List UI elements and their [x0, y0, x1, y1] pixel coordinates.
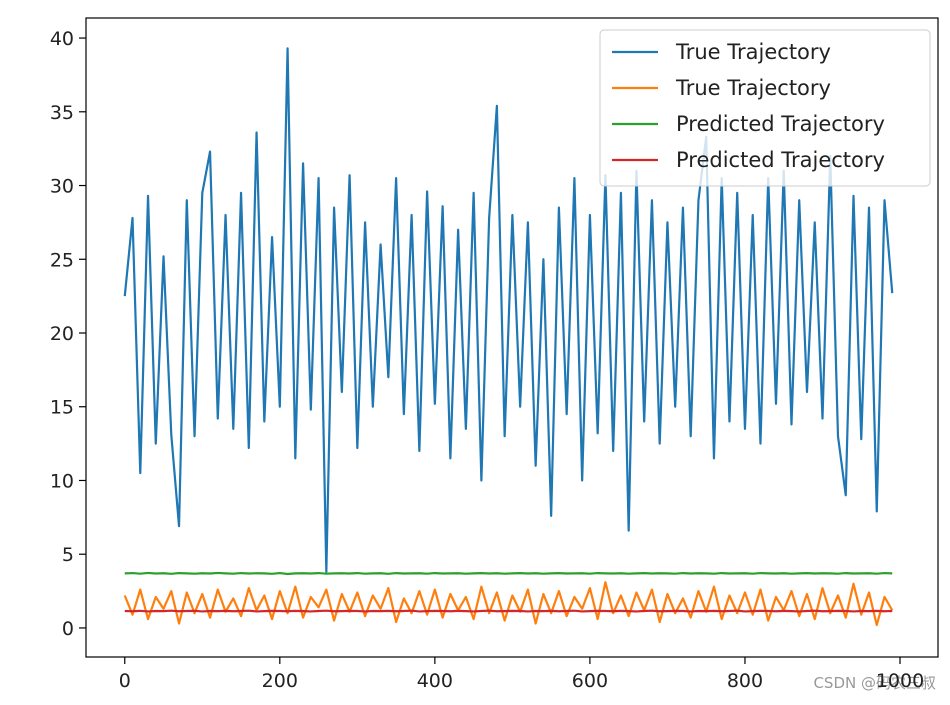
- x-tick-label: 0: [119, 670, 131, 692]
- watermark: CSDN @码农三叔: [813, 674, 936, 692]
- axes-frame: [85, 17, 939, 658]
- x-tick-label: 800: [727, 670, 763, 692]
- data-line: [123, 47, 894, 574]
- y-tick-label: 0: [62, 618, 74, 640]
- legend-label: True Trajectory: [675, 76, 831, 100]
- y-tick-label: 20: [50, 323, 74, 345]
- legend-label: Predicted Trajectory: [676, 148, 885, 172]
- y-tick-label: 35: [50, 102, 74, 124]
- data-line: [124, 609, 893, 613]
- y-tick-label: 30: [50, 176, 74, 198]
- y-tick-label: 25: [50, 249, 74, 271]
- legend-label: Predicted Trajectory: [676, 112, 885, 136]
- x-tick-label: 1000: [876, 670, 924, 692]
- y-tick-label: 5: [62, 544, 74, 566]
- y-tick-label: 10: [50, 470, 74, 492]
- legend: True Trajectory True Trajectory Predicted …: [599, 29, 931, 187]
- x-tick-label: 200: [262, 670, 298, 692]
- data-line: [124, 571, 893, 576]
- legend-box: [599, 29, 931, 187]
- data-line: [123, 581, 894, 627]
- y-tick-label: 15: [50, 397, 74, 419]
- legend-label: True Trajectory: [675, 40, 831, 64]
- x-tick-label: 600: [572, 670, 608, 692]
- y-tick-label: 40: [50, 28, 74, 50]
- x-tick-label: 400: [417, 670, 453, 692]
